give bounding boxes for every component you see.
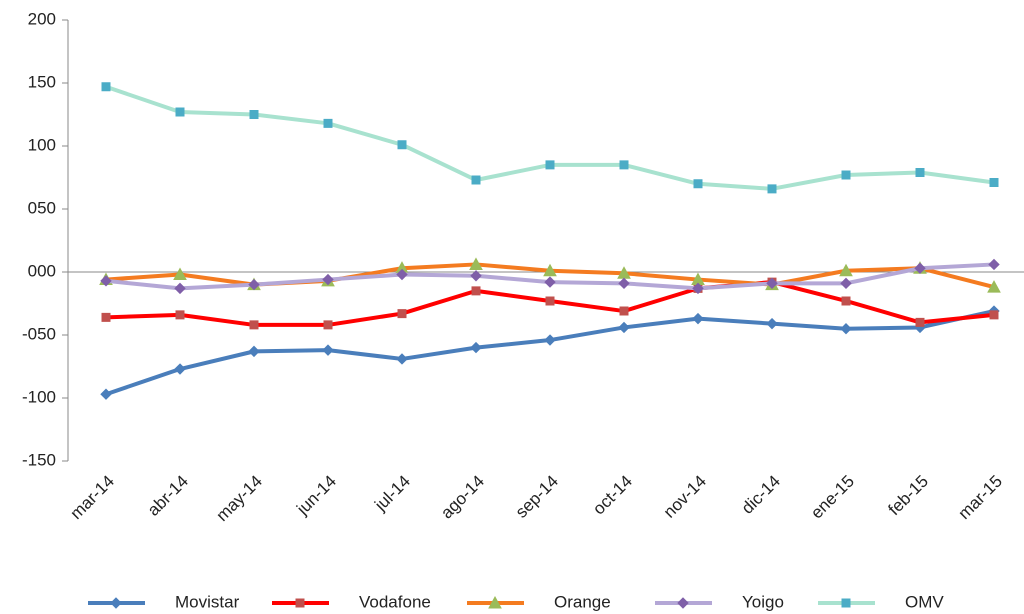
marker: [323, 320, 333, 330]
marker: [471, 286, 481, 296]
marker: [100, 275, 112, 287]
marker: [839, 263, 853, 277]
marker: [989, 178, 999, 188]
legend-label: Orange: [554, 592, 611, 611]
marker: [175, 107, 185, 117]
marker: [110, 597, 122, 609]
marker: [323, 118, 333, 128]
marker: [692, 282, 704, 295]
marker: [101, 312, 111, 322]
x-tick-label: abr-14: [144, 472, 192, 520]
x-tick-label: nov-14: [660, 472, 710, 522]
x-tick-label: dic-14: [738, 472, 784, 518]
marker: [101, 82, 111, 92]
x-tick-label: feb-15: [884, 472, 932, 520]
marker: [396, 353, 408, 365]
y-tick-label: 150: [28, 72, 56, 91]
marker: [173, 267, 187, 281]
x-tick-label: oct-14: [589, 472, 636, 519]
marker: [692, 312, 704, 325]
x-tick-label: ene-15: [807, 472, 858, 523]
marker: [766, 277, 778, 290]
series-line: [105, 84, 995, 191]
legend-label: Yoigo: [742, 592, 784, 611]
legend-label: OMV: [905, 592, 944, 611]
marker: [545, 296, 555, 306]
marker: [618, 321, 630, 334]
marker: [397, 309, 407, 319]
marker: [544, 334, 556, 346]
marker: [767, 184, 777, 194]
legend-item: Vodafone: [272, 592, 431, 611]
marker: [841, 296, 851, 306]
y-tick-label: 050: [28, 198, 56, 217]
y-tick-label: -150: [22, 450, 56, 469]
legend-item: Movistar: [88, 592, 240, 611]
marker: [914, 262, 926, 274]
y-tick-label: -100: [22, 387, 56, 406]
marker: [989, 310, 999, 320]
marker: [693, 179, 703, 189]
y-tick-label: 200: [28, 9, 56, 28]
marker: [249, 320, 259, 330]
marker: [100, 388, 112, 400]
marker: [322, 344, 334, 356]
x-tick-label: sep-14: [512, 472, 562, 522]
marker: [470, 341, 482, 354]
marker: [396, 268, 408, 281]
legend-item: OMV: [818, 592, 944, 611]
marker: [175, 310, 185, 320]
marker: [987, 280, 1001, 293]
legend-item: Yoigo: [655, 592, 784, 611]
marker: [469, 257, 483, 270]
marker: [915, 317, 925, 327]
y-tick-label: -050: [22, 324, 56, 343]
marker: [677, 597, 689, 609]
x-tick-label: jun-14: [292, 472, 340, 520]
marker: [248, 278, 260, 291]
y-tick-label: 100: [28, 135, 56, 154]
marker: [841, 598, 851, 608]
legend-label: Vodafone: [359, 592, 431, 611]
marker: [988, 258, 1000, 271]
marker: [249, 110, 259, 119]
marker: [174, 282, 186, 295]
marker: [545, 160, 555, 170]
marker: [544, 276, 556, 288]
marker: [841, 170, 851, 180]
marker: [766, 317, 778, 330]
marker: [470, 270, 482, 282]
marker: [618, 277, 630, 290]
marker: [295, 598, 305, 608]
legend-label: Movistar: [175, 592, 240, 611]
marker: [174, 363, 186, 375]
marker: [397, 140, 407, 150]
marker: [619, 160, 629, 170]
x-tick-label: may-14: [212, 472, 266, 526]
y-tick-label: 000: [28, 261, 56, 280]
marker: [543, 263, 557, 277]
marker: [248, 345, 260, 358]
marker: [915, 167, 925, 177]
marker: [619, 306, 629, 316]
x-tick-label: mar-14: [66, 472, 118, 524]
marker: [322, 273, 334, 286]
x-tick-label: jul-14: [370, 472, 414, 516]
marker: [488, 595, 502, 609]
marker: [840, 322, 852, 335]
legend-item: Orange: [467, 592, 611, 611]
marker: [471, 175, 481, 185]
marker: [840, 277, 852, 290]
x-tick-label: mar-15: [954, 472, 1006, 524]
x-tick-label: ago-14: [437, 472, 488, 523]
